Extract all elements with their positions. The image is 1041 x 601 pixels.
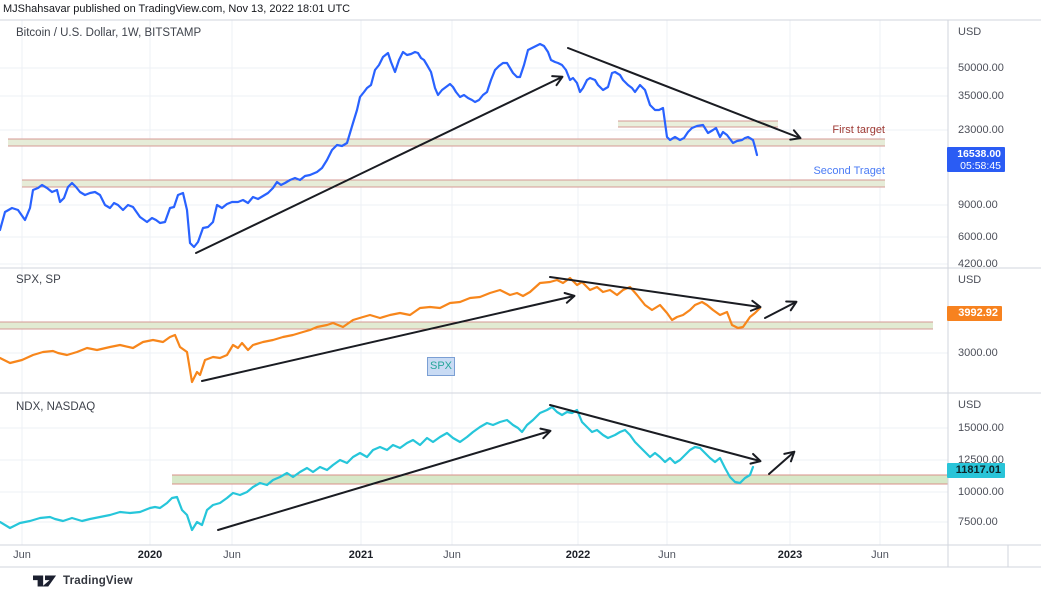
support-resistance-zone[interactable] [172, 475, 948, 484]
time-axis[interactable]: Jun 2020 Jun 2021 Jun 2022 Jun 2023 Jun [0, 545, 1041, 567]
axis-tick-label: 50000.00 [958, 62, 1004, 74]
currency-label: USD [958, 26, 982, 38]
time-axis-label: Jun [658, 549, 676, 561]
trend-arrow[interactable] [195, 75, 564, 254]
support-resistance-zone[interactable] [8, 139, 885, 146]
publish-attribution: MJShahsavar published on TradingView.com… [3, 3, 351, 15]
support-resistance-zone[interactable] [618, 121, 778, 127]
tradingview-logo[interactable]: TradingView [33, 574, 133, 588]
price-line-spx[interactable] [0, 276, 762, 384]
pane-frame [0, 19, 1041, 568]
time-axis-label: 2023 [777, 549, 803, 561]
last-price-value: 16538.00 [957, 148, 1001, 160]
trend-arrow[interactable] [549, 404, 762, 465]
time-axis-label: 2020 [137, 549, 163, 561]
currency-label: USD [958, 399, 982, 411]
axis-tick-label: 23000.00 [958, 124, 1004, 136]
price-scale-spx[interactable]: USD 3000.00 [948, 268, 1041, 393]
pane-title-ndx[interactable]: NDX, NASDAQ [16, 401, 96, 413]
spx-text-tag[interactable]: SPX [427, 357, 455, 376]
axis-tick-label: 35000.00 [958, 90, 1004, 102]
price-line-btcusd[interactable] [0, 42, 759, 249]
support-resistance-zone[interactable] [0, 322, 933, 329]
trend-arrow[interactable] [549, 276, 762, 312]
trend-arrow[interactable] [768, 450, 796, 475]
trend-arrows[interactable] [195, 47, 802, 531]
tradingview-logo-text: TradingView [63, 575, 133, 587]
time-axis-label: Jun [443, 549, 461, 561]
support-resistance-zone[interactable] [22, 180, 885, 187]
last-price-value: 11817.01 [955, 464, 1001, 476]
time-axis-label: 2021 [348, 549, 374, 561]
last-price-label-bitcoin: 16538.00 05:58:45 [947, 147, 1005, 172]
price-scale-bitcoin[interactable]: USD 50000.00 35000.00 23000.00 9000.00 6000.0… [948, 20, 1041, 268]
axis-tick-label: 3000.00 [958, 347, 998, 359]
last-price-label-ndx: 11817.01 [947, 463, 1005, 478]
axis-tick-label: 7500.00 [958, 516, 998, 528]
gridlines [0, 20, 948, 545]
pane-title-spx[interactable]: SPX, SP [16, 274, 61, 286]
annotation-first-target[interactable]: First target [832, 124, 885, 136]
bar-countdown: 05:58:45 [960, 160, 1001, 172]
trend-arrow[interactable] [567, 47, 802, 141]
time-axis-label: Jun [223, 549, 241, 561]
last-price-label-spx: 3992.92 [947, 306, 1002, 321]
last-price-value: 3992.92 [958, 307, 998, 319]
axis-tick-label: 9000.00 [958, 199, 998, 211]
axis-tick-label: 4200.00 [958, 258, 998, 268]
axis-tick-label: 10000.00 [958, 486, 1004, 498]
time-axis-label: Jun [13, 549, 31, 561]
time-axis-label: 2022 [565, 549, 591, 561]
price-line-ndx[interactable] [0, 405, 755, 532]
trend-arrow[interactable] [217, 427, 552, 531]
trend-arrow[interactable] [201, 292, 576, 382]
time-axis-label: Jun [871, 549, 889, 561]
axis-tick-label: 6000.00 [958, 231, 998, 243]
pane-title-bitcoin[interactable]: Bitcoin / U.S. Dollar, 1W, BITSTAMP [16, 27, 202, 39]
tradingview-logo-icon [33, 575, 57, 587]
trend-arrow[interactable] [764, 300, 798, 319]
price-scale-ndx[interactable]: USD 15000.00 12500.00 10000.00 7500.00 [948, 393, 1041, 545]
annotation-second-target[interactable]: Second Traget [813, 165, 885, 177]
target-zones[interactable] [0, 120, 948, 485]
axis-tick-label: 15000.00 [958, 422, 1004, 434]
price-series-lines[interactable] [0, 42, 762, 532]
currency-label: USD [958, 274, 982, 286]
